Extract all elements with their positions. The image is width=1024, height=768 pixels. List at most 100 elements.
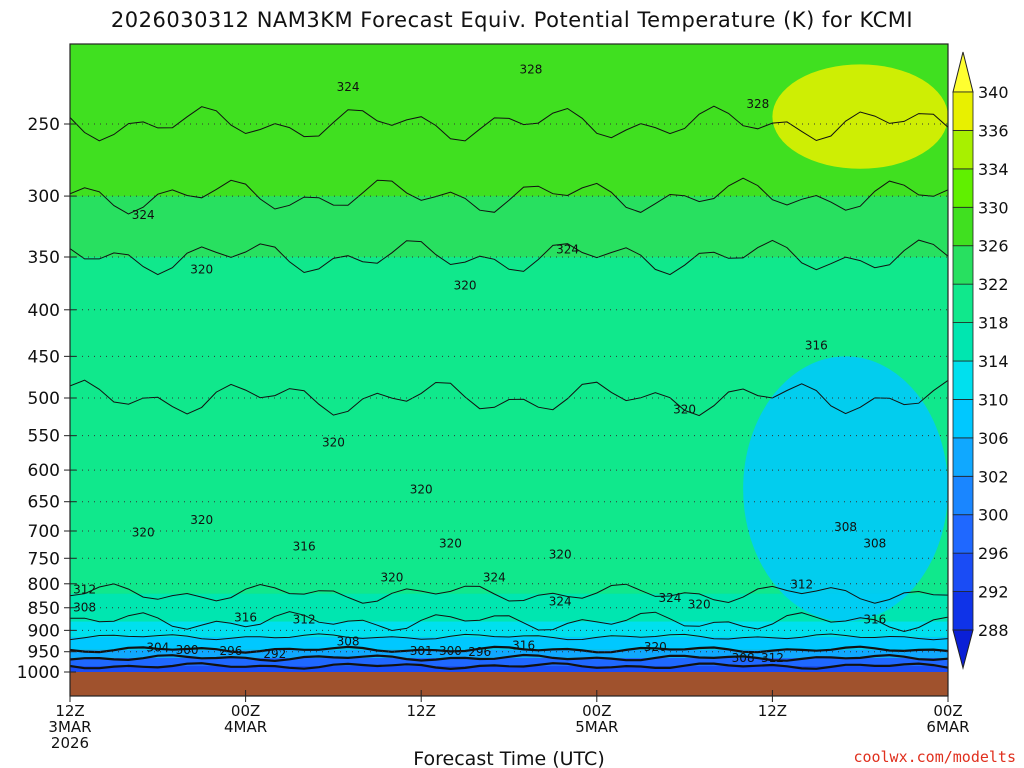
colorbar: 288 292 296 300 302 306 310 314 318 322 326 330 334 3… bbox=[952, 51, 1009, 670]
credit-text: coolwx.com/modelts bbox=[853, 748, 1016, 766]
colorbar-top-arrow bbox=[952, 51, 974, 93]
theta-e-layer bbox=[70, 621, 948, 637]
x-tick-label: 3MAR bbox=[48, 718, 91, 736]
colorbar-label: 288 bbox=[978, 621, 1009, 640]
contour-label: 320 bbox=[439, 537, 462, 551]
y-tick-label: 300 bbox=[28, 187, 60, 207]
contour-label: 320 bbox=[688, 598, 711, 612]
y-tick-label: 400 bbox=[28, 301, 60, 321]
colorbar-swatch bbox=[952, 591, 974, 631]
colorbar-swatch bbox=[952, 399, 974, 439]
contour-label: 324 bbox=[483, 570, 506, 584]
contour-label: 308 bbox=[732, 651, 755, 665]
x-tick-label: 12Z bbox=[758, 702, 787, 720]
contour-label: 320 bbox=[132, 526, 155, 540]
theta-e-layer bbox=[70, 657, 948, 667]
contour-label: 324 bbox=[549, 594, 572, 608]
contour-label: 324 bbox=[659, 591, 682, 605]
theta-e-feature bbox=[772, 64, 948, 169]
colorbar-label: 334 bbox=[978, 160, 1009, 179]
colorbar-swatch bbox=[952, 168, 974, 208]
x-tick-label: 2026 bbox=[51, 734, 89, 752]
y-tick-label: 250 bbox=[28, 115, 60, 135]
contour-label: 328 bbox=[519, 62, 542, 76]
theta-e-field bbox=[70, 44, 948, 672]
colorbar-swatch bbox=[952, 514, 974, 554]
y-axis: 2503003504004505005506006507007508008509… bbox=[17, 115, 76, 683]
y-tick-label: 500 bbox=[28, 389, 60, 409]
y-tick-label: 800 bbox=[28, 575, 60, 595]
contour-label: 320 bbox=[190, 513, 213, 527]
contour-label: 296 bbox=[468, 645, 491, 659]
colorbar-label: 336 bbox=[978, 121, 1009, 140]
y-tick-label: 850 bbox=[28, 599, 60, 619]
colorbar-label: 340 bbox=[978, 83, 1009, 102]
colorbar-label: 330 bbox=[978, 198, 1009, 217]
contour-label: 301 bbox=[410, 644, 433, 658]
colorbar-label: 306 bbox=[978, 429, 1009, 448]
contour-label: 308 bbox=[337, 634, 360, 648]
contour-label: 312 bbox=[293, 613, 316, 627]
theta-e-layer bbox=[70, 649, 948, 658]
colorbar-swatch bbox=[952, 360, 974, 400]
colorbar-label: 318 bbox=[978, 314, 1009, 333]
plot-frame bbox=[69, 43, 949, 697]
x-tick-label: 6MAR bbox=[926, 718, 969, 736]
colorbar-label: 296 bbox=[978, 544, 1009, 563]
contour-label: 292 bbox=[263, 647, 286, 661]
colorbar-swatch bbox=[952, 283, 974, 323]
x-tick-label: 5MAR bbox=[575, 718, 618, 736]
colorbar-bottom-arrow bbox=[952, 629, 974, 670]
x-tick-label: 12Z bbox=[55, 702, 84, 720]
x-tick-label: 00Z bbox=[933, 702, 962, 720]
colorbar-label: 300 bbox=[978, 506, 1009, 525]
contour-label: 316 bbox=[805, 338, 828, 352]
y-tick-label: 1000 bbox=[17, 663, 60, 683]
contour-label: 316 bbox=[863, 613, 886, 627]
ground-below-surface bbox=[70, 672, 948, 696]
contour-line bbox=[70, 645, 948, 654]
colorbar-swatch bbox=[952, 130, 974, 170]
contour-label: 324 bbox=[132, 208, 155, 222]
colorbar-label: 314 bbox=[978, 352, 1009, 371]
theta-e-feature bbox=[743, 356, 948, 622]
pressure-gridlines bbox=[70, 123, 948, 653]
colorbar-label: 292 bbox=[978, 583, 1009, 602]
contour-line bbox=[70, 653, 948, 663]
colorbar-swatch bbox=[952, 437, 974, 477]
colorbar-label: 310 bbox=[978, 390, 1009, 409]
y-tick-label: 450 bbox=[28, 347, 60, 367]
contour-label: 312 bbox=[790, 578, 813, 592]
contour-label: 300 bbox=[439, 644, 462, 658]
contour-label: 316 bbox=[512, 639, 535, 653]
contour-label: 320 bbox=[322, 435, 345, 449]
colorbar-swatch bbox=[952, 322, 974, 362]
y-tick-label: 900 bbox=[28, 621, 60, 641]
x-tick-label: 00Z bbox=[231, 702, 260, 720]
contour-line bbox=[70, 177, 948, 215]
contour-label: 312 bbox=[761, 651, 784, 665]
contour-label: 320 bbox=[380, 570, 403, 584]
colorbar-label: 322 bbox=[978, 275, 1009, 294]
colorbar-swatch bbox=[952, 245, 974, 285]
contour-line bbox=[70, 633, 948, 641]
y-tick-label: 700 bbox=[28, 522, 60, 542]
contour-label: 316 bbox=[234, 610, 257, 624]
y-tick-label: 550 bbox=[28, 427, 60, 447]
contour-lines bbox=[70, 105, 948, 671]
contour-label: 312 bbox=[73, 583, 96, 597]
x-tick-label: 00Z bbox=[582, 702, 611, 720]
contour-label: 320 bbox=[190, 263, 213, 277]
contour-label: 320 bbox=[673, 403, 696, 417]
theta-e-layer bbox=[70, 636, 948, 650]
chart-title: 2026030312 NAM3KM Forecast Equiv. Potent… bbox=[110, 8, 914, 32]
y-tick-label: 650 bbox=[28, 493, 60, 513]
contour-label: 296 bbox=[220, 644, 243, 658]
contour-label: 328 bbox=[746, 97, 769, 111]
x-tick-label: 12Z bbox=[407, 702, 436, 720]
contour-line bbox=[70, 611, 948, 633]
colorbar-label: 326 bbox=[978, 237, 1009, 256]
contour-label: 324 bbox=[337, 80, 360, 94]
contour-label: 308 bbox=[834, 520, 857, 534]
contour-label: 304 bbox=[146, 641, 169, 655]
